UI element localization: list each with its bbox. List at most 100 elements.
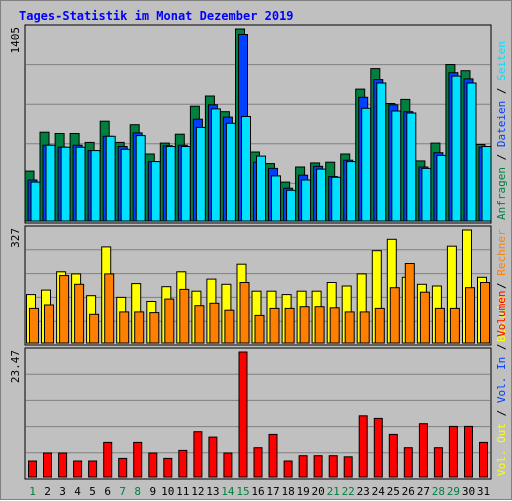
legend-entry: Vol. In xyxy=(495,357,508,403)
chart-title: Tages-Statistik im Monat Dezember 2019 xyxy=(19,9,294,23)
chart-panels: 1405 Anfragen / Dateien / Seiten 327 Besuch… xyxy=(9,24,508,480)
bar-rechner-day-1 xyxy=(29,307,39,344)
x-tick-label: 2 xyxy=(44,485,51,498)
bar-seiten-day-15 xyxy=(241,116,251,222)
bar-seiten-day-17 xyxy=(271,175,281,222)
x-tick-label: 12 xyxy=(191,485,204,498)
bar-volumen-day-1 xyxy=(28,460,37,478)
bar-seiten-day-8 xyxy=(135,135,146,222)
x-tick-label: 26 xyxy=(402,485,415,498)
bar-volumen-day-30 xyxy=(464,425,473,478)
bar-rechner-day-18 xyxy=(284,307,295,344)
bar-volumen-day-9 xyxy=(148,452,158,478)
legend-entry: Besuche xyxy=(495,296,508,342)
bar-volumen-day-13 xyxy=(208,436,218,478)
bar-seiten-day-11 xyxy=(180,146,191,222)
bar-rechner-day-11 xyxy=(179,288,190,344)
bar-seiten-day-30 xyxy=(466,82,477,222)
x-tick-label: 15 xyxy=(236,485,249,498)
bar-rechner-day-21 xyxy=(329,307,340,344)
x-tick-label: 18 xyxy=(281,485,294,498)
bar-rechner-day-19 xyxy=(299,306,310,344)
bar-seiten-day-23 xyxy=(361,107,372,222)
bar-seiten-day-7 xyxy=(120,148,131,222)
bar-rechner-day-29 xyxy=(449,307,460,344)
bar-volumen-day-2 xyxy=(43,452,52,478)
bar-volumen-day-25 xyxy=(388,433,398,478)
legend-separator: / xyxy=(495,147,508,167)
bar-rechner-day-16 xyxy=(254,314,265,344)
bar-volumen-day-22 xyxy=(343,456,353,478)
bar-rechner-day-20 xyxy=(314,306,325,344)
bar-rechner-day-6 xyxy=(104,273,115,344)
bar-volumen-day-6 xyxy=(103,441,113,478)
bar-seiten-day-25 xyxy=(391,110,402,222)
series-legend: Anfragen / Dateien / Seiten xyxy=(495,41,508,220)
x-tick-label: 22 xyxy=(342,485,355,498)
legend-separator: / xyxy=(495,337,508,357)
x-tick-label: 19 xyxy=(296,485,309,498)
y-max-label: 23.47 xyxy=(9,350,22,383)
bar-rechner-day-27 xyxy=(419,291,430,344)
bar-seiten-day-31 xyxy=(481,146,492,222)
bar-volumen-day-7 xyxy=(118,457,128,478)
bar-volumen-day-4 xyxy=(73,460,83,478)
x-tick-label: 11 xyxy=(176,485,189,498)
bar-rechner-day-12 xyxy=(194,305,205,344)
x-tick-label: 14 xyxy=(221,485,235,498)
bar-volumen-day-15 xyxy=(238,351,248,478)
bars xyxy=(24,28,492,222)
bar-volumen-day-23 xyxy=(358,415,368,478)
x-tick-label: 7 xyxy=(119,485,126,498)
bar-rechner-day-7 xyxy=(119,311,130,344)
bar-seiten-day-16 xyxy=(256,155,266,222)
bar-volumen-day-11 xyxy=(178,449,188,478)
x-tick-label: 25 xyxy=(387,485,400,498)
bar-seiten-day-3 xyxy=(60,146,71,222)
bar-rechner-day-24 xyxy=(374,307,385,344)
x-tick-label: 28 xyxy=(432,485,445,498)
x-tick-label: 30 xyxy=(462,485,475,498)
x-tick-label: 20 xyxy=(311,485,324,498)
bar-volumen-day-20 xyxy=(313,455,323,478)
bar-rechner-day-22 xyxy=(344,311,355,344)
bar-seiten-day-5 xyxy=(90,150,101,222)
x-tick-label: 10 xyxy=(161,485,174,498)
bar-seiten-day-28 xyxy=(436,154,447,222)
bar-volumen-day-3 xyxy=(58,452,68,478)
bar-volumen-day-16 xyxy=(253,447,263,478)
bar-volumen-day-5 xyxy=(88,460,98,478)
bar-rechner-day-3 xyxy=(59,275,70,344)
bar-volumen-day-27 xyxy=(418,423,428,478)
legend-separator: / xyxy=(495,403,508,423)
panel-2: 327 Besuche / Rechner xyxy=(9,225,508,346)
bar-volumen-day-29 xyxy=(448,425,458,478)
bars xyxy=(26,229,490,344)
bar-rechner-day-5 xyxy=(89,313,100,344)
bar-seiten-day-10 xyxy=(165,146,176,222)
bar-rechner-day-9 xyxy=(149,312,160,344)
x-tick-label: 3 xyxy=(59,485,66,498)
bar-seiten-day-22 xyxy=(346,161,357,222)
bar-volumen-day-26 xyxy=(403,447,413,478)
bar-volumen-day-24 xyxy=(373,417,383,478)
bar-rechner-day-14 xyxy=(224,309,235,344)
bar-volumen-day-31 xyxy=(479,441,488,478)
x-tick-label: 21 xyxy=(327,485,340,498)
bar-rechner-day-8 xyxy=(134,311,145,344)
bars xyxy=(28,351,488,478)
x-tick-label: 6 xyxy=(104,485,111,498)
x-tick-label: 9 xyxy=(149,485,156,498)
legend-entry: Seiten xyxy=(495,41,508,81)
bar-seiten-day-26 xyxy=(406,112,417,222)
bar-seiten-day-13 xyxy=(210,108,221,222)
bar-seiten-day-20 xyxy=(316,168,327,222)
x-tick-label: 1 xyxy=(29,485,36,498)
bar-volumen-day-17 xyxy=(268,433,278,478)
bar-volumen-day-12 xyxy=(193,431,203,478)
legend-separator: / xyxy=(495,81,508,101)
bar-rechner-day-17 xyxy=(269,307,280,344)
x-tick-label: 24 xyxy=(372,485,386,498)
